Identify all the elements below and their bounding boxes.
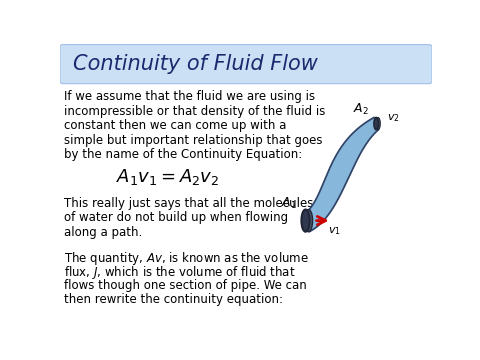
- Text: flows though one section of pipe. We can: flows though one section of pipe. We can: [64, 279, 307, 292]
- Ellipse shape: [304, 210, 312, 232]
- Text: of water do not build up when flowing: of water do not build up when flowing: [64, 211, 288, 225]
- Ellipse shape: [301, 210, 310, 232]
- Text: If we assume that the fluid we are using is: If we assume that the fluid we are using…: [64, 90, 315, 103]
- Text: then rewrite the continuity equation:: then rewrite the continuity equation:: [64, 293, 284, 306]
- Text: $v_2$: $v_2$: [387, 112, 400, 124]
- Text: $A_1v_1 = A_2v_2$: $A_1v_1 = A_2v_2$: [116, 167, 219, 186]
- FancyBboxPatch shape: [60, 45, 432, 84]
- Ellipse shape: [376, 117, 380, 130]
- Text: $A_1$: $A_1$: [281, 196, 297, 211]
- Polygon shape: [309, 117, 378, 232]
- Text: incompressible or that density of the fluid is: incompressible or that density of the fl…: [64, 105, 326, 118]
- Text: constant then we can come up with a: constant then we can come up with a: [64, 119, 287, 132]
- Text: Continuity of Fluid Flow: Continuity of Fluid Flow: [73, 54, 318, 74]
- Ellipse shape: [374, 117, 378, 130]
- Text: $A_2$: $A_2$: [353, 102, 369, 117]
- Text: flux, $J$, which is the volume of fluid that: flux, $J$, which is the volume of fluid …: [64, 264, 296, 282]
- Text: by the name of the Continuity Equation:: by the name of the Continuity Equation:: [64, 148, 303, 161]
- Text: $v_1$: $v_1$: [328, 226, 341, 237]
- Text: simple but important relationship that goes: simple but important relationship that g…: [64, 134, 323, 147]
- Text: The quantity, $Av$, is known as the volume: The quantity, $Av$, is known as the volu…: [64, 250, 309, 267]
- Text: along a path.: along a path.: [64, 226, 143, 239]
- Text: This really just says that all the molecules: This really just says that all the molec…: [64, 197, 314, 210]
